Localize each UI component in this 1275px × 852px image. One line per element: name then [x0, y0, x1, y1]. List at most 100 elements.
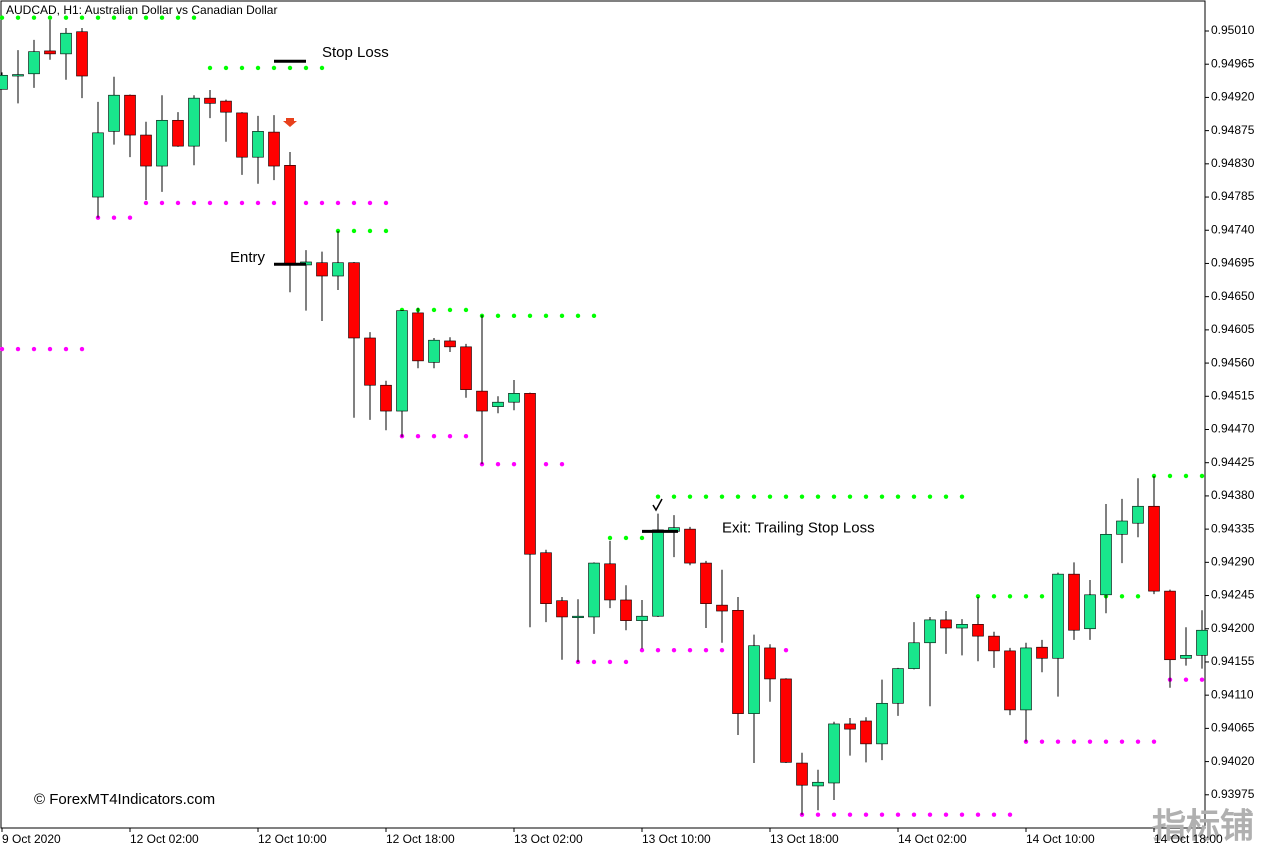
candle-body: [172, 119, 184, 147]
candle-body: [1196, 629, 1208, 656]
candle-body: [796, 762, 808, 786]
channel-dot: [223, 200, 229, 206]
channel-dot: [367, 200, 373, 206]
y-tick-label: 0.94020: [1211, 754, 1255, 768]
channel-dot: [335, 200, 341, 206]
channel-dot: [1167, 473, 1173, 479]
channel-dot: [143, 200, 149, 206]
y-tick-label: 0.94740: [1211, 222, 1255, 236]
candle-body: [44, 50, 56, 55]
channel-dot: [783, 647, 789, 653]
channel-dot: [511, 313, 517, 319]
channel-dot: [655, 494, 661, 499]
candle-body: [476, 390, 488, 412]
candle-body: [812, 781, 824, 787]
channel-dot: [783, 494, 789, 499]
candle-body: [380, 384, 392, 412]
x-tick-label: 13 Oct 10:00: [642, 832, 711, 846]
channel-dot: [607, 659, 613, 665]
x-tick-label: 12 Oct 02:00: [130, 832, 199, 846]
candle-body: [60, 32, 72, 55]
channel-dot: [223, 65, 229, 71]
channel-dot: [47, 15, 53, 20]
channel-dot: [431, 433, 437, 439]
channel-dot: [0, 346, 5, 352]
channel-dot: [735, 494, 741, 499]
channel-dot: [1023, 594, 1029, 599]
x-tick-label: 13 Oct 18:00: [770, 832, 839, 846]
y-tick-label: 0.94560: [1211, 355, 1255, 369]
candle-body: [1116, 520, 1128, 535]
y-tick-label: 0.94785: [1211, 189, 1255, 203]
channel-dot: [1183, 677, 1189, 682]
channel-dot: [239, 200, 245, 206]
channel-dot: [879, 494, 885, 499]
channel-dot: [1087, 739, 1093, 744]
candle-body: [1180, 655, 1192, 659]
candle-body: [876, 702, 888, 745]
channel-dot: [719, 647, 725, 653]
y-tick-label: 0.94110: [1211, 687, 1254, 701]
channel-dot: [543, 313, 549, 319]
channel-dot: [239, 65, 245, 71]
channel-dot: [127, 15, 133, 20]
channel-dot: [463, 307, 469, 313]
corner-watermark: 指标铺: [1152, 807, 1254, 847]
channel-dot: [655, 647, 661, 653]
candle-body: [556, 600, 568, 618]
plot-frame: [0, 0, 1206, 829]
channel-dot: [319, 65, 325, 71]
channel-dot: [271, 200, 277, 206]
candle-body: [1020, 647, 1032, 711]
channel-dot: [319, 200, 325, 206]
channel-dot: [927, 494, 933, 499]
channel-dot: [527, 313, 533, 319]
channel-dot: [575, 313, 581, 319]
candle-body: [684, 528, 696, 564]
channel-dot: [1199, 473, 1205, 479]
candle-body: [28, 51, 40, 75]
channel-dot: [1119, 594, 1125, 599]
channel-dot: [1055, 739, 1061, 744]
channel-dot: [255, 200, 261, 206]
chart-title: AUDCAD, H1: Australian Dollar vs Canadia…: [6, 3, 277, 17]
channel-dot: [927, 812, 933, 817]
channel-dot: [415, 433, 421, 439]
candle-body: [716, 604, 728, 612]
channel-dot: [863, 812, 869, 817]
candle-body: [140, 134, 152, 167]
candle-body: [316, 262, 328, 277]
y-tick-label: 0.94425: [1211, 455, 1255, 469]
channel-dot: [879, 812, 885, 817]
candle-body: [508, 393, 520, 403]
candle-body: [460, 346, 472, 390]
candle-body: [220, 100, 232, 113]
channel-dot: [63, 15, 69, 20]
channel-dot: [1007, 594, 1013, 599]
channel-dot: [0, 15, 5, 20]
channel-dot: [1135, 594, 1141, 599]
channel-dot: [751, 494, 757, 499]
candle-body: [652, 529, 664, 617]
candle-body: [108, 94, 120, 132]
candle-body: [1164, 590, 1176, 661]
channel-dot: [911, 494, 917, 499]
channel-dot: [79, 346, 85, 352]
candle-body: [828, 723, 840, 784]
channel-dot: [767, 494, 773, 499]
candle-body: [268, 131, 280, 167]
channel-dot: [895, 812, 901, 817]
candle-body: [188, 97, 200, 147]
candle-body: [12, 74, 24, 77]
candle-body: [540, 552, 552, 604]
candle-body: [956, 624, 968, 629]
candle-body: [972, 624, 984, 637]
channel-dot: [431, 307, 437, 313]
candle-body: [252, 131, 264, 158]
channel-dot: [495, 313, 501, 319]
channel-dot: [895, 494, 901, 499]
channel-dot: [687, 647, 693, 653]
y-tick-label: 0.94200: [1211, 621, 1255, 635]
candle-body: [1052, 573, 1064, 659]
